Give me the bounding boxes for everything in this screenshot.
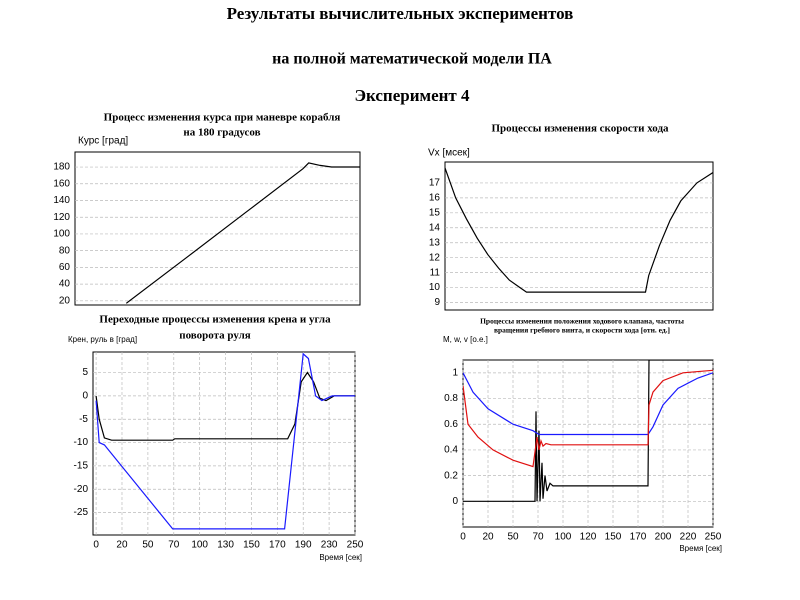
chart-title: Процессы изменения скорости хода	[491, 123, 669, 135]
y-tick-label: 1	[452, 367, 458, 378]
series-line	[463, 372, 713, 436]
x-tick-label: 130	[217, 540, 234, 551]
y-tick-label: 20	[59, 295, 71, 306]
y-tick-label: 60	[59, 262, 71, 273]
y-tick-label: 0.8	[444, 393, 458, 404]
experiment-label: Эксперимент 4	[354, 86, 470, 105]
plot-area	[92, 351, 356, 536]
y-tick-label: 14	[429, 222, 441, 233]
x-tick-label: 50	[507, 532, 519, 543]
y-tick-label: -15	[74, 461, 89, 472]
x-tick-label: 120	[580, 532, 597, 543]
y-tick-label: -25	[74, 507, 89, 518]
slide-subtitle: на полной математической модели ПА	[272, 51, 552, 68]
y-tick-label: 17	[429, 178, 441, 189]
slide-title: Результаты вычислительных экспериментов	[227, 4, 574, 23]
x-tick-label: 70	[168, 540, 180, 551]
series-line	[445, 167, 713, 293]
y-tick-label: 5	[82, 367, 88, 378]
y-tick-label: -20	[74, 484, 89, 495]
y-tick-label: 100	[53, 229, 70, 240]
x-tick-label: 100	[555, 532, 572, 543]
chart-title: Процесс изменения курса при маневре кора…	[104, 112, 341, 124]
x-tick-label: 230	[321, 540, 338, 551]
chart-title: на 180 градусов	[183, 127, 260, 139]
y-tick-label: 140	[53, 195, 70, 206]
chart: Процессы изменения скорости хода Vx [мсек…	[428, 123, 714, 311]
y-tick-label: 11	[430, 267, 441, 278]
x-tick-label: 170	[269, 540, 286, 551]
x-tick-label: 0	[93, 540, 99, 551]
y-tick-label: 16	[429, 193, 441, 204]
x-tick-label: 220	[680, 532, 697, 543]
y-axis-label: M, w, v [о.е.]	[443, 335, 488, 344]
y-tick-label: 120	[53, 212, 70, 223]
chart-title: поворота руля	[179, 330, 251, 342]
y-tick-label: 180	[53, 162, 70, 173]
chart-title: Переходные процессы изменения крена и уг…	[99, 314, 331, 326]
plot-area	[74, 151, 361, 306]
y-tick-label: -10	[74, 437, 89, 448]
x-tick-label: 250	[705, 532, 722, 543]
y-tick-label: 0.4	[444, 445, 458, 456]
chart-title: вращения гребного винта, и скорости хода…	[494, 326, 670, 335]
x-tick-label: 50	[142, 540, 154, 551]
y-tick-label: 0.6	[444, 419, 458, 430]
x-tick-label: 70	[532, 532, 544, 543]
x-tick-label: 20	[116, 540, 128, 551]
y-axis-label: Крен, руль в [град]	[68, 335, 137, 344]
series-line	[95, 352, 355, 530]
y-tick-label: 40	[59, 279, 71, 290]
y-tick-label: 9	[434, 297, 440, 308]
x-axis-label: Время [сек]	[319, 553, 362, 562]
y-tick-label: 160	[53, 178, 70, 189]
y-tick-label: 0.2	[444, 470, 458, 481]
y-axis-label: Курс [град]	[78, 136, 128, 147]
y-axis-label: Vx [мсек]	[428, 148, 470, 159]
x-axis-label: Время [сек]	[679, 544, 722, 553]
x-tick-label: 190	[295, 540, 312, 551]
chart-title: Процессы изменения положения ходового кл…	[480, 317, 684, 326]
x-tick-label: 150	[243, 540, 260, 551]
x-tick-label: 150	[605, 532, 622, 543]
y-tick-label: 12	[429, 252, 441, 263]
x-tick-label: 170	[630, 532, 647, 543]
y-tick-label: 80	[59, 245, 71, 256]
y-tick-label: 0	[452, 496, 458, 507]
y-tick-label: 10	[429, 282, 441, 293]
chart: Процесс изменения курса при маневре кора…	[53, 112, 361, 306]
y-tick-label: 13	[429, 237, 441, 248]
x-tick-label: 20	[482, 532, 494, 543]
series-line	[125, 162, 360, 304]
chart: Процессы изменения положения ходового кл…	[443, 317, 722, 553]
x-tick-label: 100	[191, 540, 208, 551]
chart: Переходные процессы изменения крена и уг…	[68, 314, 364, 563]
x-tick-label: 250	[347, 540, 364, 551]
plot-area	[444, 161, 714, 311]
x-tick-label: 200	[655, 532, 672, 543]
x-tick-label: 0	[460, 532, 466, 543]
y-tick-label: 0	[82, 391, 88, 402]
y-tick-label: -5	[79, 414, 88, 425]
series-line	[463, 369, 713, 468]
y-tick-label: 15	[429, 207, 441, 218]
